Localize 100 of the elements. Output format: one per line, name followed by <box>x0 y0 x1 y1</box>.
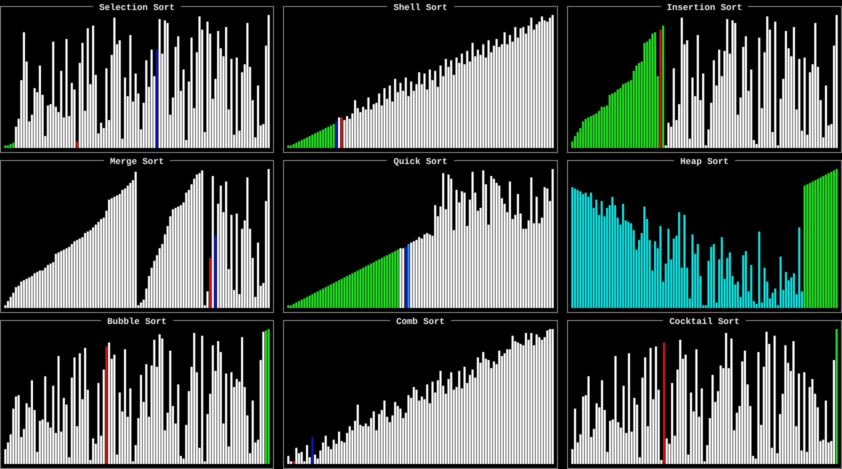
bar <box>268 15 270 148</box>
bar <box>28 277 30 308</box>
bar <box>415 240 418 308</box>
bar <box>230 214 232 308</box>
bar <box>100 219 102 308</box>
bar <box>548 329 552 464</box>
bar <box>383 256 386 308</box>
bar <box>540 16 544 148</box>
bar <box>720 237 723 308</box>
bar <box>49 264 52 308</box>
bar <box>124 78 126 148</box>
bar <box>659 30 662 148</box>
bar <box>372 411 375 464</box>
bar <box>290 305 292 308</box>
bar <box>506 349 508 464</box>
bar <box>431 382 434 464</box>
bar <box>734 22 736 148</box>
bar <box>76 141 78 148</box>
bar <box>57 252 60 308</box>
bar <box>399 248 402 308</box>
bar <box>720 365 722 464</box>
bar <box>812 182 814 308</box>
bar <box>504 32 506 148</box>
bar <box>482 352 484 464</box>
bar <box>174 208 177 308</box>
bar <box>150 50 153 148</box>
bar <box>73 357 76 464</box>
bar <box>303 138 306 148</box>
bar <box>303 298 306 308</box>
bar <box>476 50 479 148</box>
bar <box>784 345 786 464</box>
bar <box>383 88 386 148</box>
bar <box>744 350 746 464</box>
bar <box>579 191 582 308</box>
bar <box>504 353 506 464</box>
bar <box>346 116 348 148</box>
bar <box>34 273 36 308</box>
bar <box>744 251 747 308</box>
bar <box>362 106 364 148</box>
bar <box>450 372 452 464</box>
bar <box>442 173 444 308</box>
bar <box>736 282 739 308</box>
bar <box>758 38 760 148</box>
bar <box>514 26 516 148</box>
bar <box>399 82 402 148</box>
bar <box>26 403 28 464</box>
bar <box>118 194 121 308</box>
bar <box>399 408 402 464</box>
bar <box>236 58 238 148</box>
bar <box>46 264 49 308</box>
bar <box>700 388 703 464</box>
bar <box>654 346 658 464</box>
bar <box>595 113 598 148</box>
bar <box>22 32 26 148</box>
bar <box>630 223 632 308</box>
bar <box>4 305 6 308</box>
bar <box>14 396 18 464</box>
bar <box>516 342 520 464</box>
bar <box>832 360 836 464</box>
bar <box>410 82 412 148</box>
bar <box>177 206 180 308</box>
bar <box>792 26 796 148</box>
bar <box>712 374 714 464</box>
bar <box>134 172 137 308</box>
bar <box>314 133 316 148</box>
bar <box>354 100 356 148</box>
bar <box>126 186 129 308</box>
bar <box>306 445 308 464</box>
bar <box>460 54 463 148</box>
bar <box>30 380 33 464</box>
bar <box>180 205 182 308</box>
bar <box>522 26 524 148</box>
bar <box>512 336 514 464</box>
bar <box>322 288 324 308</box>
bar <box>582 121 584 148</box>
bar <box>252 400 254 464</box>
chart-title: Comb Sort <box>390 317 451 327</box>
bar <box>712 244 715 308</box>
bar <box>622 204 624 308</box>
bar <box>750 70 752 148</box>
bar <box>161 338 164 464</box>
bar <box>774 22 776 148</box>
bar <box>836 169 838 308</box>
bar <box>102 370 105 464</box>
bar <box>765 332 768 464</box>
bar <box>471 172 474 308</box>
bar <box>587 376 590 464</box>
bar <box>354 272 356 308</box>
bar <box>246 177 248 308</box>
bar <box>530 333 532 464</box>
bar <box>70 82 73 148</box>
bar <box>38 66 41 148</box>
bar <box>306 137 308 148</box>
bar <box>490 176 492 308</box>
bar <box>508 182 512 308</box>
bar <box>378 93 380 148</box>
bar <box>378 414 380 464</box>
bar <box>367 264 370 308</box>
bar <box>628 353 630 464</box>
bar <box>611 196 614 308</box>
